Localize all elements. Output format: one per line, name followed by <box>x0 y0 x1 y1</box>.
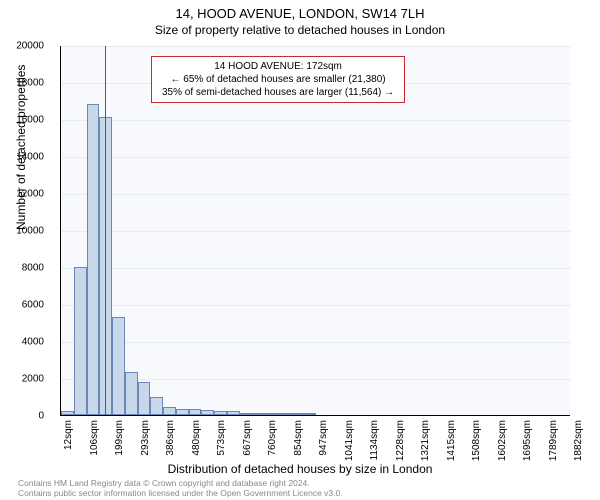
histogram-bar <box>99 117 112 415</box>
histogram-bar <box>252 413 265 415</box>
x-tick-label: 1134sqm <box>369 420 380 460</box>
gridline <box>61 194 571 195</box>
histogram-bar <box>189 409 202 415</box>
x-tick-label: 1695sqm <box>522 420 533 461</box>
gridline <box>61 120 571 121</box>
x-tick-label: 1228sqm <box>395 420 406 461</box>
x-tick-label: 1415sqm <box>446 420 457 461</box>
x-tick-label: 293sqm <box>140 420 151 456</box>
x-axis-label: Distribution of detached houses by size … <box>0 462 600 476</box>
x-tick-label: 199sqm <box>114 420 125 456</box>
histogram-bar <box>201 410 214 415</box>
histogram-bar <box>278 413 291 415</box>
gridline <box>61 305 571 306</box>
histogram-bar <box>150 397 163 415</box>
gridline <box>61 268 571 269</box>
histogram-bar <box>227 411 240 415</box>
x-tick-label: 1041sqm <box>344 420 355 461</box>
histogram-bar <box>303 413 316 415</box>
histogram-bar <box>176 409 189 415</box>
y-axis-label: Number of detached properties <box>14 65 28 230</box>
y-tick-label: 6000 <box>22 300 44 311</box>
property-marker-line <box>105 46 106 415</box>
gridline <box>61 46 571 47</box>
gridline <box>61 157 571 158</box>
gridline <box>61 342 571 343</box>
x-tick-label: 667sqm <box>242 420 253 456</box>
annotation-line: ← 65% of detached houses are smaller (21… <box>162 73 394 86</box>
histogram-bar <box>125 372 138 415</box>
x-tick-label: 480sqm <box>191 420 202 456</box>
page-subtitle: Size of property relative to detached ho… <box>0 23 600 37</box>
x-tick-label: 386sqm <box>165 420 176 456</box>
footer-line-1: Contains HM Land Registry data © Crown c… <box>18 478 343 488</box>
y-tick-label: 12000 <box>16 189 44 200</box>
gridline <box>61 231 571 232</box>
footer-line-2: Contains public sector information licen… <box>18 488 343 498</box>
histogram-bar <box>291 413 304 415</box>
histogram-bar <box>74 267 87 415</box>
y-tick-label: 2000 <box>22 374 44 385</box>
x-tick-label: 12sqm <box>63 420 74 450</box>
x-tick-label: 1508sqm <box>471 420 482 461</box>
annotation-line: 35% of semi-detached houses are larger (… <box>162 86 394 99</box>
histogram-bar <box>265 413 278 415</box>
x-tick-label: 947sqm <box>318 420 329 456</box>
histogram-bar <box>112 317 125 415</box>
x-tick-label: 1321sqm <box>420 420 431 461</box>
y-tick-label: 16000 <box>16 115 44 126</box>
x-tick-label: 1882sqm <box>573 420 584 461</box>
histogram-bar <box>163 407 176 415</box>
y-tick-label: 0 <box>38 411 44 422</box>
histogram-bar <box>214 411 227 415</box>
plot-area: 14 HOOD AVENUE: 172sqm← 65% of detached … <box>60 46 570 416</box>
annotation-line: 14 HOOD AVENUE: 172sqm <box>162 60 394 73</box>
histogram-bar <box>61 411 74 415</box>
x-tick-label: 573sqm <box>216 420 227 456</box>
histogram-bar <box>138 382 151 415</box>
histogram-bar <box>87 104 100 415</box>
y-tick-label: 8000 <box>22 263 44 274</box>
y-tick-label: 18000 <box>16 78 44 89</box>
annotation-box: 14 HOOD AVENUE: 172sqm← 65% of detached … <box>151 56 405 103</box>
page-title: 14, HOOD AVENUE, LONDON, SW14 7LH <box>0 6 600 21</box>
y-tick-label: 10000 <box>16 226 44 237</box>
x-tick-label: 760sqm <box>267 420 278 456</box>
chart-container: 14 HOOD AVENUE: 172sqm← 65% of detached … <box>60 46 570 416</box>
footer-attribution: Contains HM Land Registry data © Crown c… <box>18 478 343 498</box>
y-tick-label: 20000 <box>16 41 44 52</box>
x-tick-label: 854sqm <box>293 420 304 456</box>
x-tick-label: 1789sqm <box>548 420 559 461</box>
y-tick-label: 4000 <box>22 337 44 348</box>
y-tick-label: 14000 <box>16 152 44 163</box>
histogram-bar <box>240 413 253 415</box>
x-tick-label: 1602sqm <box>497 420 508 461</box>
x-tick-label: 106sqm <box>89 420 100 456</box>
